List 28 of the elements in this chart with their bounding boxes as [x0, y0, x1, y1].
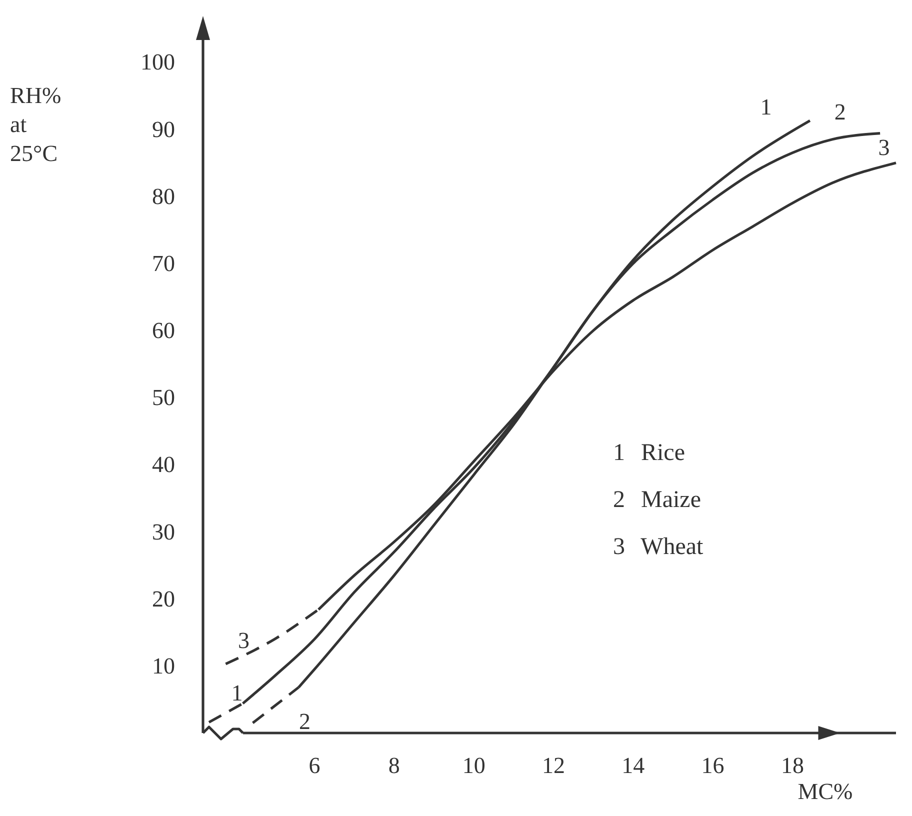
series-label: 2: [299, 708, 311, 734]
y-tick-label: 80: [152, 184, 175, 209]
x-axis-title: MC%: [798, 779, 853, 804]
x-tick-label: 18: [780, 753, 804, 778]
series-label: 3: [878, 134, 890, 160]
y-tick-label: 50: [152, 385, 175, 410]
annotation: 1 Rice: [613, 440, 685, 466]
annotation: 2 Maize: [613, 487, 701, 513]
annotation: 3 Wheat: [613, 534, 704, 560]
x-tick-label: 14: [622, 753, 646, 778]
y-tick-label: 90: [152, 116, 175, 142]
series-label: 1: [760, 94, 772, 120]
y-tick-label: 40: [152, 452, 175, 478]
x-tick-label: 16: [701, 753, 724, 778]
series-label: 3: [238, 628, 250, 653]
x-tick-label: 12: [542, 753, 565, 778]
x-tick-label: 6: [308, 753, 320, 778]
y-tick-label: 70: [152, 250, 175, 276]
series-label: 1: [231, 680, 243, 706]
y-tick-label: 20: [152, 586, 175, 612]
x-tick-label: 8: [388, 753, 400, 778]
y-tick-label: 10: [152, 653, 175, 678]
y-axis-title: RH% at 25°C: [10, 83, 62, 166]
y-tick-label: 100: [140, 50, 175, 75]
y-tick-label: 30: [152, 519, 175, 544]
y-tick-label: 60: [152, 318, 175, 344]
series-label: 2: [834, 99, 846, 124]
x-tick-label: 10: [462, 753, 486, 778]
